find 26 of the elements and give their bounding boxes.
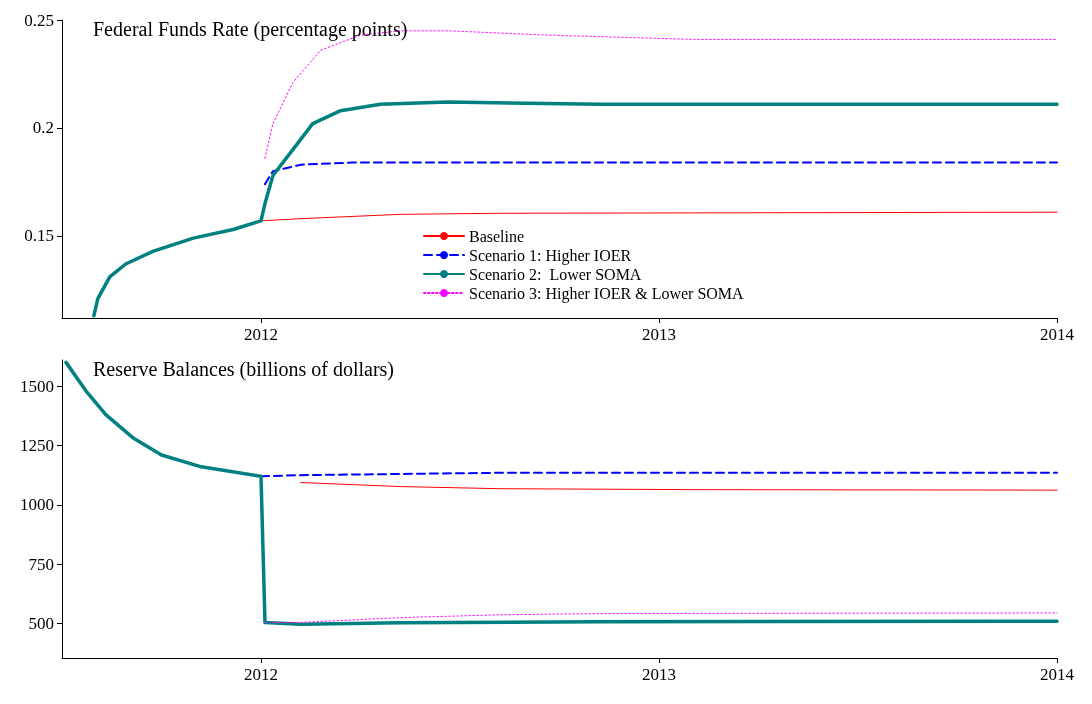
legend-label: Scenario 2: Lower SOMA [469,265,642,283]
legend-label: Scenario 3: Higher IOER & Lower SOMA [469,284,745,303]
legend-label: Scenario 1: Higher IOER [469,246,632,265]
chart-title: Federal Funds Rate (percentage points) [93,18,408,41]
line-series [264,612,1058,623]
x-tick-label: 2012 [244,665,278,684]
x-tick-label: 2013 [642,325,676,344]
y-tick-label: 0.2 [32,118,54,138]
line-series [64,360,1059,627]
line-series [92,100,1059,318]
chart-title: Reserve Balances (billions of dollars) [93,358,395,381]
x-tick-label: 2012 [244,325,278,344]
y-tick-label: 0.25 [24,10,54,30]
line-series [300,482,1058,491]
y-tick-label: 750 [28,554,54,574]
y-tick-label: 1500 [20,376,54,396]
legend-label: Baseline [469,227,525,245]
x-tick-label: 2013 [642,665,676,684]
y-tick-label: 500 [28,614,54,634]
line-series [263,161,1058,186]
line-series [260,211,1058,222]
x-tick-label: 2014 [1040,665,1075,684]
y-tick-label: 0.15 [24,226,54,246]
x-tick-label: 2014 [1040,325,1075,344]
y-tick-label: 1000 [20,495,54,515]
y-tick-label: 1250 [20,435,54,455]
